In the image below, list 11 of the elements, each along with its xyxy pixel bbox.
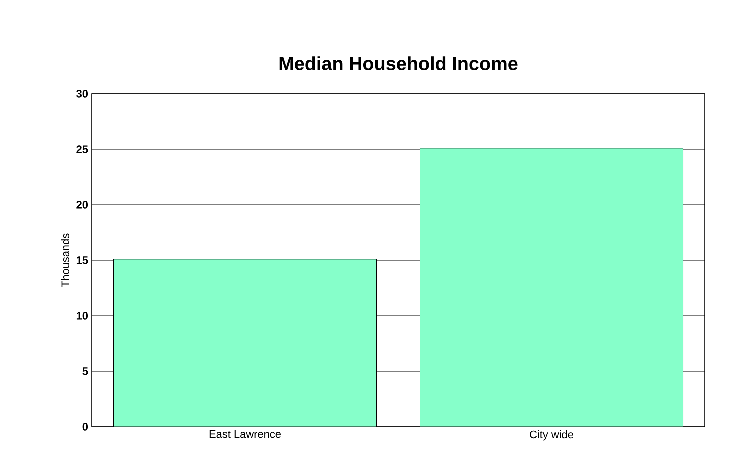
- y-tick-label: 0: [82, 423, 88, 431]
- y-axis-title: Thousands: [61, 234, 70, 288]
- x-tick-label: City wide: [530, 430, 574, 441]
- y-tick-label: 30: [76, 90, 88, 98]
- y-tick-label: 15: [76, 256, 88, 264]
- y-tick-label: 10: [76, 312, 88, 320]
- y-tick-label: 25: [76, 146, 88, 154]
- chart-title: Median Household Income: [280, 56, 518, 71]
- y-tick-label: 20: [76, 201, 88, 209]
- x-tick-label: East Lawrence: [210, 430, 281, 438]
- y-tick-label: 5: [82, 368, 88, 376]
